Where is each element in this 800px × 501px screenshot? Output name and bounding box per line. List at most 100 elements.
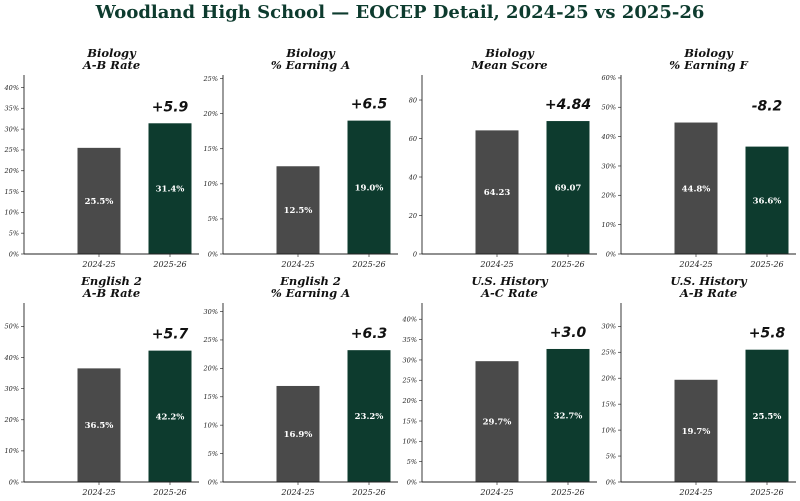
y-tick-label: 5% <box>208 450 218 458</box>
y-tick-label: 40% <box>402 316 417 324</box>
bar-value-label: 12.5% <box>284 206 313 216</box>
y-tick-label: 0% <box>606 478 616 486</box>
chart-title-line2: % Earning A <box>271 286 350 300</box>
bar <box>148 123 192 255</box>
bar <box>546 348 590 482</box>
y-tick-label: 60% <box>602 74 616 82</box>
y-tick-label: 20 <box>408 212 417 220</box>
y-tick-label: 15% <box>204 145 218 153</box>
y-tick-label: 25% <box>203 75 218 83</box>
x-tick-label: 2024-25 <box>678 260 712 269</box>
y-tick-label: 20% <box>203 365 218 373</box>
chart-title-line2: % Earning F <box>669 58 748 72</box>
y-tick-label: 10% <box>403 438 417 446</box>
x-tick-label: 2025-26 <box>351 260 385 269</box>
chart-title-line2: Mean Score <box>470 58 547 72</box>
y-tick-label: 35% <box>403 336 417 344</box>
chart-title-line2: A-B Rate <box>82 58 140 72</box>
bar-value-label: 42.2% <box>156 412 185 422</box>
delta-label: -8.2 <box>752 99 783 115</box>
bar-value-label: 29.7% <box>483 418 512 428</box>
chart-title-line1: Biology <box>683 46 734 60</box>
y-tick-label: 5% <box>407 458 417 466</box>
bar <box>347 350 391 482</box>
bar <box>546 121 590 255</box>
chart-title-line2: % Earning A <box>271 58 350 72</box>
chart-title-line1: Biology <box>484 46 535 60</box>
y-tick-label: 40% <box>601 133 616 141</box>
delta-label: +5.7 <box>152 327 189 343</box>
chart-panel: Biology% Earning A 12.5% 2024-25 19.0% 2025-… <box>203 46 398 269</box>
y-tick-label: 25% <box>4 146 19 154</box>
page-title: Woodland High School — EOCEP Detail, 202… <box>95 2 705 23</box>
bar <box>148 350 192 482</box>
x-tick-label: 2024-25 <box>280 488 314 497</box>
bar-value-label: 36.5% <box>85 421 114 431</box>
y-tick-label: 30% <box>602 162 616 170</box>
y-tick-label: 60 <box>409 135 417 143</box>
bar-value-label: 44.8% <box>682 184 711 194</box>
delta-label: +3.0 <box>550 325 587 341</box>
bar-value-label: 64.23 <box>484 188 511 198</box>
y-tick-label: 20% <box>4 416 19 424</box>
delta-label: +5.8 <box>749 326 786 342</box>
y-tick-label: 20% <box>402 397 417 405</box>
chart-title-line1: Biology <box>285 46 336 60</box>
y-tick-label: 0% <box>606 250 616 258</box>
y-tick-label: 0% <box>9 478 19 486</box>
y-tick-label: 50% <box>602 104 616 112</box>
bar-value-label: 16.9% <box>284 430 313 440</box>
y-tick-label: 30% <box>602 323 616 331</box>
x-tick-label: 2024-25 <box>280 260 314 269</box>
chart-title-line1: English 2 <box>80 274 142 288</box>
x-tick-label: 2024-25 <box>81 260 115 269</box>
y-tick-label: 10% <box>602 221 616 229</box>
y-tick-label: 20% <box>601 375 616 383</box>
delta-label: +5.9 <box>152 99 189 115</box>
chart-title-line1: Biology <box>86 46 137 60</box>
bar-value-label: 36.6% <box>753 196 782 206</box>
y-tick-label: 30% <box>5 125 19 133</box>
y-tick-label: 30% <box>5 385 19 393</box>
bar <box>276 385 320 482</box>
y-tick-label: 20% <box>203 110 218 118</box>
x-tick-label: 2025-26 <box>749 488 783 497</box>
y-tick-label: 10% <box>602 426 616 434</box>
bar <box>77 368 121 482</box>
x-tick-label: 2025-26 <box>351 488 385 497</box>
x-tick-label: 2025-26 <box>152 488 186 497</box>
y-tick-label: 50% <box>5 323 19 331</box>
y-tick-label: 15% <box>403 417 417 425</box>
chart-title-line1: U.S. History <box>670 274 748 288</box>
y-tick-label: 40 <box>408 173 417 181</box>
bar <box>745 349 789 482</box>
x-tick-label: 2024-25 <box>479 260 513 269</box>
chart-title-line2: A-B Rate <box>679 286 737 300</box>
bar-value-label: 32.7% <box>554 411 583 421</box>
delta-label: +6.5 <box>351 97 388 113</box>
bar <box>347 120 391 255</box>
y-tick-label: 15% <box>5 188 19 196</box>
x-tick-label: 2025-26 <box>550 488 584 497</box>
y-tick-label: 0 <box>413 250 417 258</box>
y-tick-label: 10% <box>204 180 218 188</box>
chart-title-line1: U.S. History <box>471 274 549 288</box>
y-tick-label: 5% <box>208 215 218 223</box>
bar-value-label: 25.5% <box>85 197 114 207</box>
y-tick-label: 0% <box>407 478 417 486</box>
x-tick-label: 2025-26 <box>550 260 584 269</box>
bar <box>77 147 121 254</box>
y-tick-label: 30% <box>403 356 417 364</box>
chart-title-line1: English 2 <box>279 274 341 288</box>
y-tick-label: 10% <box>204 421 218 429</box>
bar <box>745 146 789 254</box>
y-tick-label: 40% <box>4 84 19 92</box>
x-tick-label: 2025-26 <box>152 260 186 269</box>
delta-label: +4.84 <box>545 97 591 113</box>
x-tick-label: 2024-25 <box>479 488 513 497</box>
delta-label: +6.3 <box>351 326 388 342</box>
y-tick-label: 0% <box>208 250 218 258</box>
